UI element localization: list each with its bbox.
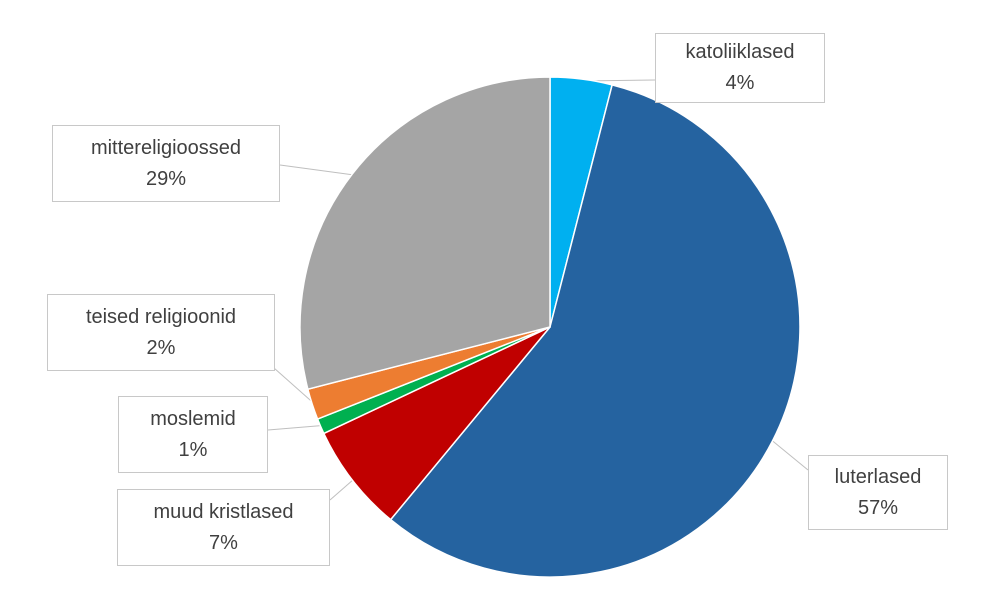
- label-name-katoliiklased: katoliiklased: [685, 41, 795, 63]
- label-value-katoliiklased: 4%: [725, 72, 755, 94]
- data-label-katoliiklased: katoliiklased 4%: [655, 33, 825, 103]
- leader-line-luterlased: [770, 439, 809, 471]
- pie-slice-mittereligioossed: [299, 76, 551, 391]
- data-label-muud-kristlased: muud kristlased 7%: [117, 489, 330, 566]
- leader-line-moslemid: [267, 424, 323, 431]
- data-label-moslemid: moslemid 1%: [118, 396, 268, 473]
- data-label-teised-religioonid: teised religioonid 2%: [47, 294, 275, 371]
- pie-slice-luterlased: [389, 83, 801, 578]
- label-value-luterlased: 57%: [857, 496, 899, 519]
- label-value-muud-kristlased: 7%: [209, 531, 238, 554]
- leader-line-mittereligioossed: [279, 164, 355, 176]
- data-label-mittereligioossed: mittereligioossed 29%: [52, 125, 280, 202]
- label-name-muud-kristlased: muud kristlased: [153, 500, 294, 523]
- label-name-luterlased: luterlased: [834, 465, 922, 488]
- label-value-moslemid: 1%: [178, 438, 208, 461]
- leader-line-muud-kristlased: [329, 478, 355, 501]
- data-label-luterlased: luterlased 57%: [808, 455, 948, 530]
- pie-slice-muud-kristlased: [322, 326, 551, 521]
- label-value-mittereligioossed: 29%: [145, 167, 187, 190]
- label-value-teised-religioonid: 2%: [146, 336, 176, 359]
- leader-lines: [264, 79, 809, 501]
- label-name-moslemid: moslemid: [150, 407, 236, 430]
- pie-slices: [299, 76, 801, 578]
- label-name-teised-religioonid: teised religioonid: [85, 305, 237, 328]
- label-name-mittereligioossed: mittereligioossed: [90, 136, 242, 159]
